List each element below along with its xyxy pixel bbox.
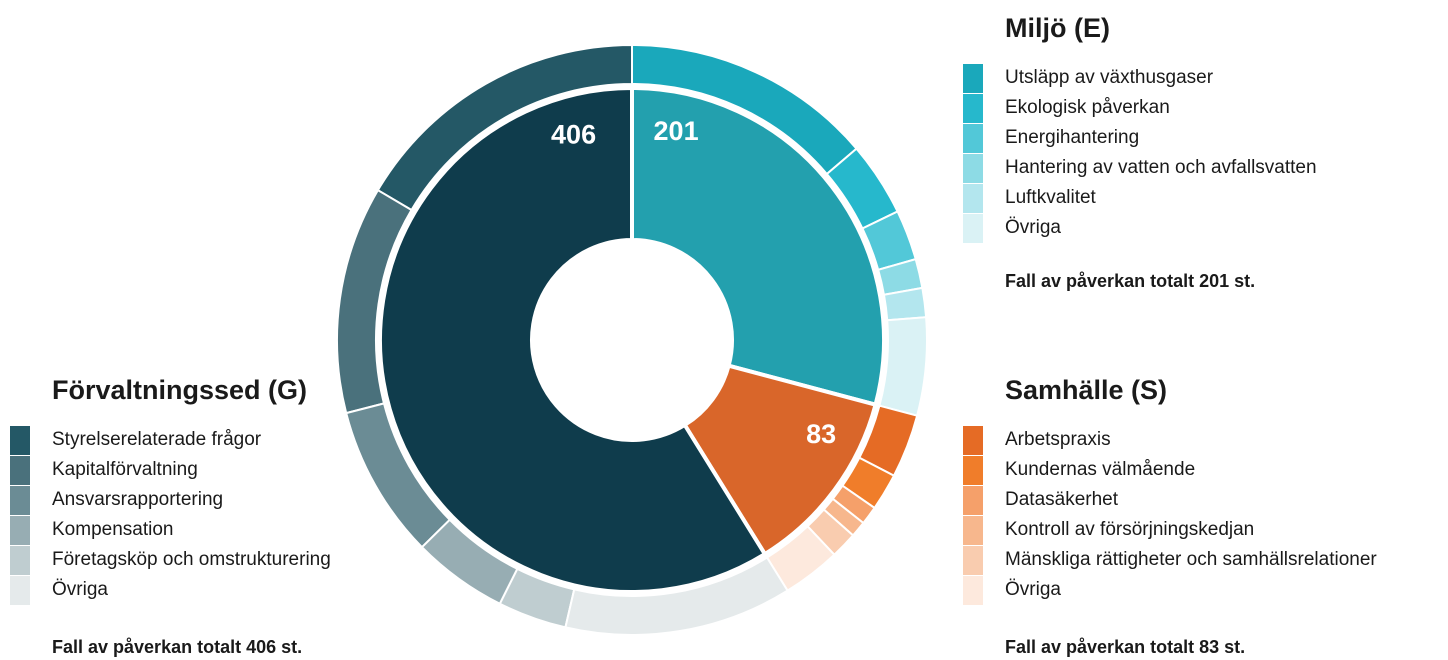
inner-segment bbox=[681, 363, 879, 557]
outer-segment bbox=[376, 43, 633, 212]
legend-swatch bbox=[10, 516, 30, 545]
outer-segment bbox=[498, 567, 576, 629]
outer-segment bbox=[336, 188, 413, 415]
legend-item: Ansvarsrapportering bbox=[52, 489, 223, 510]
legend-item: Utsläpp av växthusgaser bbox=[1005, 67, 1214, 88]
legend-swatch bbox=[963, 214, 983, 243]
legend-swatch bbox=[10, 486, 30, 515]
legend-swatch bbox=[963, 184, 983, 213]
legend-title: Miljö (E) bbox=[1005, 13, 1110, 43]
outer-segment bbox=[882, 286, 928, 322]
legend-item: Arbetspraxis bbox=[1005, 429, 1111, 450]
legend-swatch bbox=[963, 64, 983, 93]
inner-segment bbox=[630, 85, 886, 408]
legend-item: Styrelserelaterade frågor bbox=[52, 429, 262, 450]
legend-swatch bbox=[963, 94, 983, 123]
legend-item: Företagsköp och omstrukturering bbox=[52, 549, 331, 570]
legend-swatch bbox=[10, 546, 30, 575]
legend-item: Övriga bbox=[1005, 217, 1061, 238]
legend-swatch bbox=[963, 576, 983, 605]
legend-swatch bbox=[963, 546, 983, 575]
legend-swatch bbox=[10, 426, 30, 455]
legend-swatch bbox=[10, 456, 30, 485]
legend-item: Datasäkerhet bbox=[1005, 489, 1119, 510]
legend-swatch bbox=[10, 576, 30, 605]
legend-title: Förvaltningssed (G) bbox=[52, 375, 307, 405]
segment-value-label: 83 bbox=[806, 419, 836, 449]
group-total: Fall av påverkan totalt 83 st. bbox=[1005, 637, 1245, 657]
legend-title: Samhälle (S) bbox=[1005, 375, 1167, 405]
legend-swatch bbox=[963, 124, 983, 153]
segment-value-label: 201 bbox=[654, 116, 699, 146]
legend-item: Övriga bbox=[52, 579, 108, 600]
outer-segment bbox=[420, 518, 519, 606]
legend-swatch bbox=[963, 456, 983, 485]
legend-swatch bbox=[963, 426, 983, 455]
legend-item: Hantering av vatten och avfallsvatten bbox=[1005, 157, 1317, 178]
inner-segment bbox=[378, 85, 768, 594]
outer-segment bbox=[344, 402, 452, 549]
segment-value-label: 406 bbox=[551, 119, 596, 149]
legend-item: Kompensation bbox=[52, 519, 173, 540]
legend-item: Kapitalförvaltning bbox=[52, 459, 198, 480]
legend-swatch bbox=[963, 516, 983, 545]
legend-item: Kontroll av försörjningskedjan bbox=[1005, 519, 1254, 540]
legend-swatch bbox=[963, 154, 983, 183]
legend-item: Kundernas välmående bbox=[1005, 459, 1195, 480]
legend-item: Övriga bbox=[1005, 579, 1061, 600]
outer-segment bbox=[564, 556, 789, 636]
legend-item: Luftkvalitet bbox=[1005, 187, 1097, 208]
group-total: Fall av påverkan totalt 406 st. bbox=[52, 637, 302, 657]
legend-swatch bbox=[963, 486, 983, 515]
outer-segment bbox=[878, 316, 928, 417]
legend-item: Ekologisk påverkan bbox=[1005, 97, 1170, 118]
legend-item: Mänskliga rättigheter och samhällsrelati… bbox=[1005, 549, 1377, 570]
legend-item: Energihantering bbox=[1005, 127, 1139, 148]
group-total: Fall av påverkan totalt 201 st. bbox=[1005, 271, 1255, 291]
